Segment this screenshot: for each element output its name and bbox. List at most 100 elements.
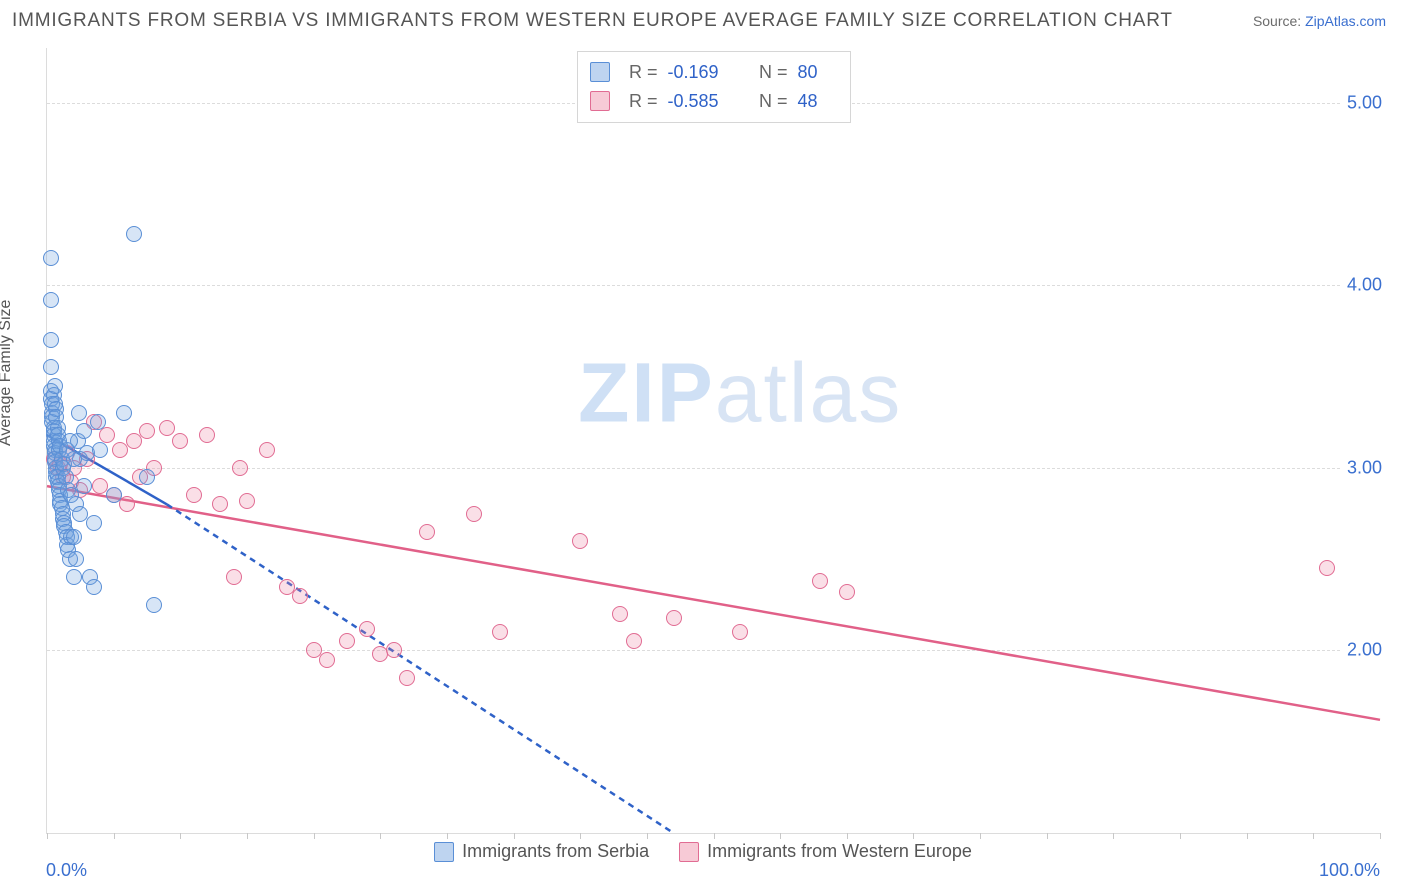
scatter-point [839, 584, 855, 600]
stats-n-label-2: N = [750, 87, 788, 116]
scatter-point [47, 378, 63, 394]
scatter-point [572, 533, 588, 549]
stats-row-series2: R = -0.585 N = 48 [590, 87, 834, 116]
source-attribution: Source: ZipAtlas.com [1253, 13, 1386, 29]
scatter-point [612, 606, 628, 622]
scatter-point [43, 332, 59, 348]
scatter-point [66, 569, 82, 585]
source-prefix: Source: [1253, 13, 1305, 29]
scatter-point [666, 610, 682, 626]
stats-r-value-1: -0.169 [668, 58, 740, 87]
x-tick-mark [180, 833, 181, 839]
scatter-point [1319, 560, 1335, 576]
x-tick-mark [314, 833, 315, 839]
x-tick-mark [647, 833, 648, 839]
scatter-point [419, 524, 435, 540]
stats-r-label-2: R = [620, 87, 658, 116]
legend-swatch-blue-icon [434, 842, 454, 862]
y-tick-label: 5.00 [1341, 92, 1382, 113]
x-axis-max-label: 100.0% [1319, 860, 1380, 881]
scatter-point [399, 670, 415, 686]
scatter-point [92, 442, 108, 458]
scatter-plot-area: ZIPatlas 2.003.004.005.00 R = -0.169 N =… [46, 48, 1380, 834]
trendlines-svg [47, 48, 1380, 833]
trend-line [167, 504, 674, 833]
x-tick-mark [714, 833, 715, 839]
x-tick-mark [514, 833, 515, 839]
scatter-point [68, 551, 84, 567]
x-axis-min-label: 0.0% [46, 860, 87, 881]
x-tick-mark [1180, 833, 1181, 839]
scatter-point [492, 624, 508, 640]
y-axis-label: Average Family Size [0, 300, 15, 446]
y-tick-label: 4.00 [1341, 275, 1382, 296]
scatter-point [292, 588, 308, 604]
scatter-point [626, 633, 642, 649]
scatter-point [116, 405, 132, 421]
scatter-point [43, 292, 59, 308]
stats-r-label-1: R = [620, 58, 658, 87]
watermark-rest: atlas [715, 346, 902, 440]
x-tick-mark [447, 833, 448, 839]
x-tick-mark [380, 833, 381, 839]
chart-header: IMMIGRANTS FROM SERBIA VS IMMIGRANTS FRO… [0, 0, 1406, 38]
stats-legend-box: R = -0.169 N = 80 R = -0.585 N = 48 [577, 51, 851, 123]
scatter-point [226, 569, 242, 585]
stats-n-value-2: 48 [798, 87, 834, 116]
x-tick-mark [780, 833, 781, 839]
gridline [47, 650, 1380, 651]
scatter-point [339, 633, 355, 649]
stats-n-value-1: 80 [798, 58, 834, 87]
scatter-point [86, 515, 102, 531]
x-tick-mark [980, 833, 981, 839]
trend-line [47, 486, 1380, 720]
scatter-point [71, 405, 87, 421]
legend-swatch-pink-icon [679, 842, 699, 862]
scatter-point [146, 597, 162, 613]
x-tick-mark [847, 833, 848, 839]
scatter-point [259, 442, 275, 458]
x-tick-mark [114, 833, 115, 839]
scatter-point [126, 226, 142, 242]
swatch-pink-icon [590, 91, 610, 111]
scatter-point [319, 652, 335, 668]
watermark: ZIPatlas [578, 345, 902, 442]
scatter-point [43, 250, 59, 266]
scatter-point [86, 579, 102, 595]
series-legend: Immigrants from Serbia Immigrants from W… [0, 841, 1406, 862]
x-tick-mark [913, 833, 914, 839]
legend-item-series1: Immigrants from Serbia [434, 841, 649, 862]
x-tick-mark [247, 833, 248, 839]
scatter-point [119, 496, 135, 512]
x-tick-mark [1047, 833, 1048, 839]
scatter-point [90, 414, 106, 430]
x-tick-mark [1113, 833, 1114, 839]
x-tick-mark [1247, 833, 1248, 839]
scatter-point [66, 529, 82, 545]
gridline [47, 285, 1380, 286]
scatter-point [186, 487, 202, 503]
scatter-point [43, 359, 59, 375]
scatter-point [199, 427, 215, 443]
legend-item-series2: Immigrants from Western Europe [679, 841, 972, 862]
swatch-blue-icon [590, 62, 610, 82]
stats-r-value-2: -0.585 [668, 87, 740, 116]
scatter-point [732, 624, 748, 640]
scatter-point [466, 506, 482, 522]
legend-label-series1: Immigrants from Serbia [462, 841, 649, 862]
x-tick-mark [47, 833, 48, 839]
scatter-point [386, 642, 402, 658]
scatter-point [62, 433, 78, 449]
scatter-point [66, 451, 82, 467]
legend-label-series2: Immigrants from Western Europe [707, 841, 972, 862]
scatter-point [212, 496, 228, 512]
scatter-point [812, 573, 828, 589]
scatter-point [99, 427, 115, 443]
scatter-point [232, 460, 248, 476]
source-link[interactable]: ZipAtlas.com [1305, 13, 1386, 29]
x-tick-mark [1380, 833, 1381, 839]
scatter-point [76, 478, 92, 494]
scatter-point [172, 433, 188, 449]
x-tick-mark [580, 833, 581, 839]
x-tick-mark [1313, 833, 1314, 839]
